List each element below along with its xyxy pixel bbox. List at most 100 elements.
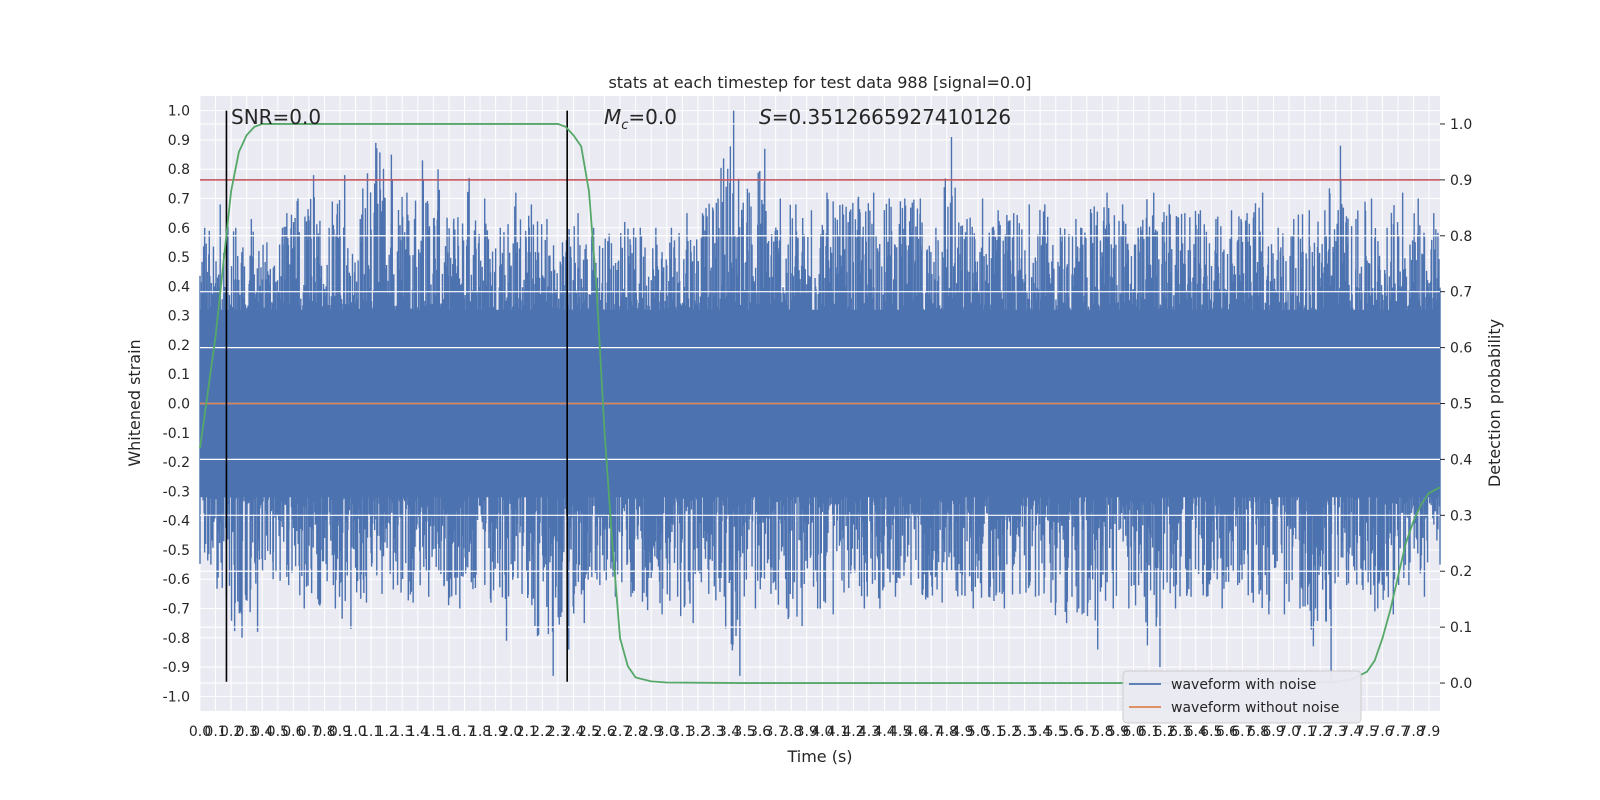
x-tick-label: 0.4	[251, 724, 273, 740]
x-tick-label: 3.1	[671, 724, 693, 740]
x-tick-label: 1.1	[360, 724, 382, 740]
x-tick-label: 5.3	[1013, 724, 1035, 740]
x-tick-label: 6.2	[1153, 724, 1175, 740]
y-tick-label: 0.1	[168, 367, 190, 383]
x-tick-labels: 0.00.10.20.30.40.50.60.70.80.91.01.11.21…	[189, 724, 1440, 740]
x-tick-label: 4.9	[951, 724, 973, 740]
x-tick-label: 6.3	[1169, 724, 1191, 740]
right-y-tick-labels: 0.0 0.1 0.2 0.3 0.4 0.5 0.6 0.7 0.8 0.9 1.0	[1440, 117, 1472, 692]
x-tick-label: 4.5	[889, 724, 911, 740]
x-tick-label: 7.7	[1387, 724, 1409, 740]
x-tick-label: 4.3	[858, 724, 880, 740]
x-tick-label: 5.1	[982, 724, 1004, 740]
y-tick-label: 0.0	[168, 397, 190, 413]
x-tick-label: 2.3	[547, 724, 569, 740]
x-tick-label: 4.8	[936, 724, 958, 740]
y-tick-label: -0.7	[163, 602, 190, 618]
x-tick-label: 3.0	[656, 724, 678, 740]
x-tick-label: 1.8	[469, 724, 491, 740]
x-tick-label: 3.8	[780, 724, 802, 740]
y-tick-label: -0.6	[163, 572, 190, 588]
x-tick-label: 3.4	[718, 724, 740, 740]
x-tick-label: 4.7	[920, 724, 942, 740]
legend-label-noise: waveform with noise	[1171, 677, 1316, 693]
x-tick-label: 3.2	[687, 724, 709, 740]
x-tick-label: 2.5	[578, 724, 600, 740]
x-tick-label: 5.2	[998, 724, 1020, 740]
y-tick-label: -0.3	[163, 484, 190, 500]
x-tick-label: 1.7	[453, 724, 475, 740]
y-tick-label: -0.5	[163, 543, 190, 559]
x-tick-label: 1.5	[422, 724, 444, 740]
x-tick-label: 0.5	[267, 724, 289, 740]
x-tick-label: 7.2	[1309, 724, 1331, 740]
x-tick-label: 7.1	[1294, 724, 1316, 740]
right-y-tick-label: 0.8	[1450, 229, 1472, 245]
x-tick-label: 0.7	[298, 724, 320, 740]
left-y-tick-labels: -1.0 -0.9 -0.8 -0.7 -0.6 -0.5 -0.4 -0.3 -0.2 -0.1…	[163, 104, 190, 706]
x-tick-label: 1.0	[344, 724, 366, 740]
y-tick-label: 0.6	[168, 221, 190, 237]
chart-title: stats at each timestep for test data 988…	[608, 73, 1031, 92]
x-tick-label: 7.4	[1340, 724, 1362, 740]
x-tick-label: 2.2	[531, 724, 553, 740]
x-tick-label: 0.9	[329, 724, 351, 740]
x-tick-label: 0.8	[313, 724, 335, 740]
x-tick-label: 6.4	[1185, 724, 1207, 740]
waveform-with-noise-line	[199, 110, 1441, 682]
right-y-tick-label: 0.9	[1450, 173, 1472, 189]
x-tick-label: 4.6	[905, 724, 927, 740]
legend-label-clean: waveform without noise	[1171, 700, 1339, 716]
x-tick-label: 2.0	[500, 724, 522, 740]
legend: waveform with noise waveform without noi…	[1122, 670, 1362, 724]
y-axis-label: Whitened strain	[125, 339, 144, 466]
x-tick-label: 7.5	[1356, 724, 1378, 740]
x-tick-label: 0.1	[204, 724, 226, 740]
x-tick-label: 7.9	[1418, 724, 1440, 740]
x-tick-label: 3.7	[765, 724, 787, 740]
right-y-tick-label: 0.0	[1450, 676, 1472, 692]
y-tick-label: 0.7	[168, 192, 190, 208]
y-tick-label: 0.2	[168, 338, 190, 354]
y-tick-label: -0.2	[163, 455, 190, 471]
x-tick-label: 3.3	[702, 724, 724, 740]
x-tick-label: 5.8	[1091, 724, 1113, 740]
x-tick-label: 4.0	[811, 724, 833, 740]
x-tick-label: 0.3	[236, 724, 258, 740]
snr-annotation: SNR=0.0	[231, 105, 321, 129]
right-y-tick-label: 0.2	[1450, 564, 1472, 580]
right-y-tick-label: 0.3	[1450, 508, 1472, 524]
x-tick-label: 1.3	[391, 724, 413, 740]
x-tick-label: 2.7	[609, 724, 631, 740]
x-tick-label: 7.0	[1278, 724, 1300, 740]
x-tick-label: 7.6	[1371, 724, 1393, 740]
right-y-tick-label: 1.0	[1450, 117, 1472, 133]
score-annotation: S=0.3512665927410126	[759, 105, 1011, 129]
x-tick-label: 6.6	[1216, 724, 1238, 740]
x-tick-label: 5.7	[1076, 724, 1098, 740]
x-tick-label: 6.9	[1262, 724, 1284, 740]
y-tick-label: 0.4	[168, 279, 190, 295]
x-tick-label: 2.1	[516, 724, 538, 740]
x-tick-label: 6.8	[1247, 724, 1269, 740]
y-tick-label: 1.0	[168, 104, 190, 120]
legend-box	[1122, 670, 1362, 724]
right-y-tick-label: 0.5	[1450, 397, 1472, 413]
x-tick-label: 6.1	[1138, 724, 1160, 740]
y-tick-label: -1.0	[163, 689, 190, 705]
y-tick-label: 0.5	[168, 250, 190, 266]
x-tick-label: 5.0	[967, 724, 989, 740]
y-tick-label: 0.8	[168, 162, 190, 178]
x-tick-label: 1.9	[484, 724, 506, 740]
x-tick-label: 6.7	[1231, 724, 1253, 740]
y-tick-label: -0.1	[163, 426, 190, 442]
x-tick-label: 1.4	[407, 724, 429, 740]
x-tick-label: 5.5	[1045, 724, 1067, 740]
y-tick-label: -0.4	[163, 514, 190, 530]
x-tick-label: 3.9	[796, 724, 818, 740]
x-tick-label: 3.6	[749, 724, 771, 740]
right-y-axis-label: Detection probability	[1485, 319, 1504, 487]
x-tick-label: 0.2	[220, 724, 242, 740]
x-tick-label: 6.0	[1122, 724, 1144, 740]
